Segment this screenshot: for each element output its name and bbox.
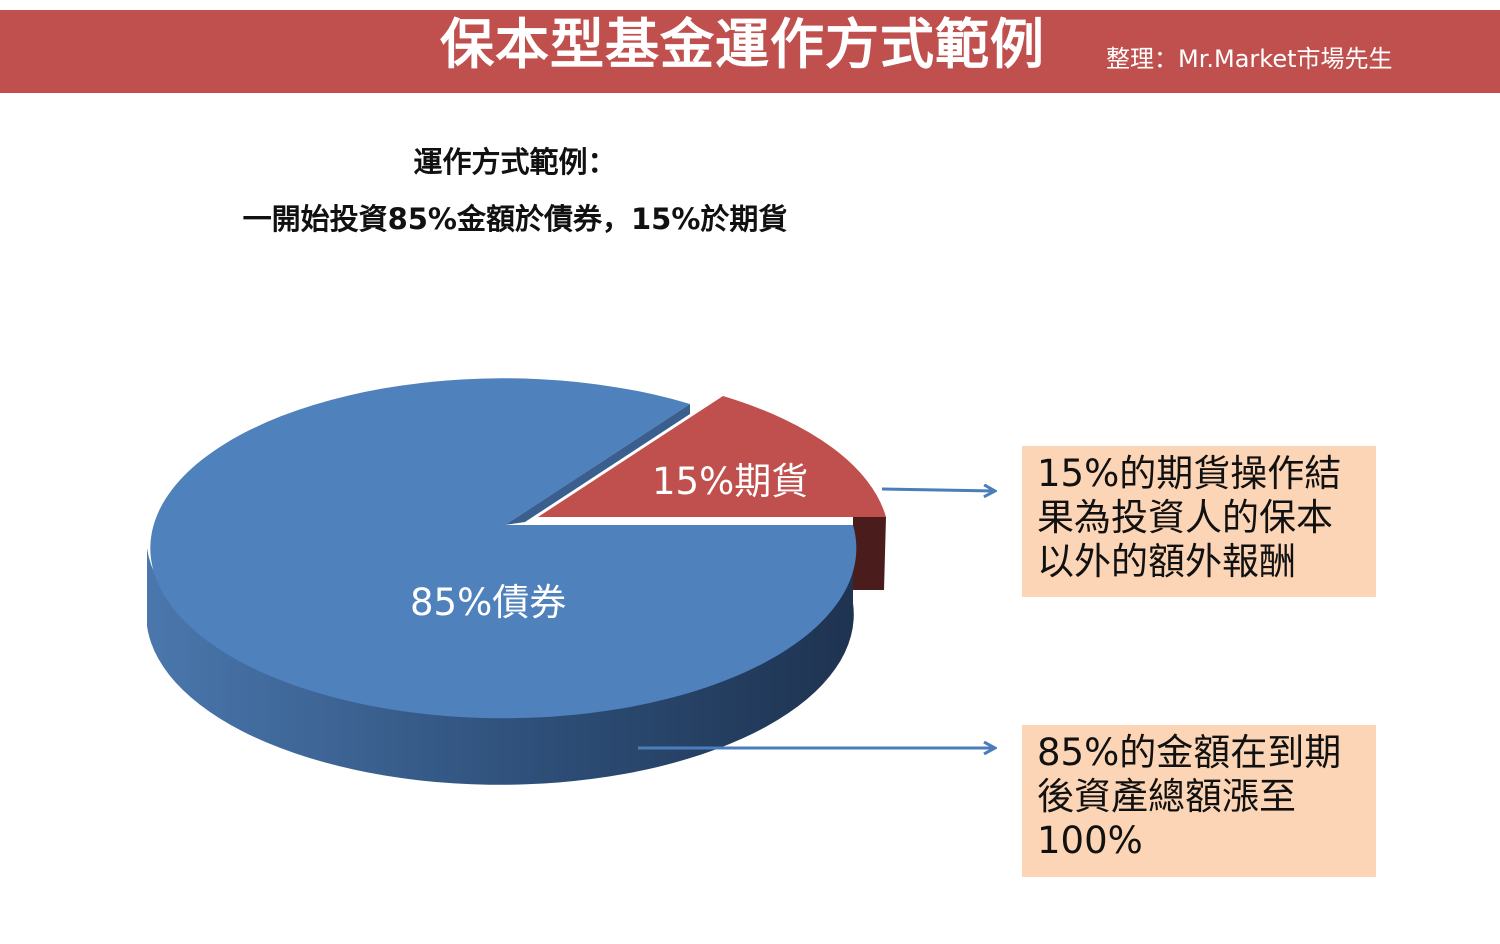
bonds-note: 85%的金額在到期 後資產總額漲至 100% [1022, 725, 1376, 877]
bond-slice-label: 85%債券 [410, 581, 566, 624]
bond-slice [150, 378, 857, 719]
futures-slice [538, 396, 886, 517]
title-bar [0, 10, 1500, 93]
credit-text: 整理：Mr.Market市場先生 [1106, 45, 1393, 73]
futures-arrow [881, 489, 995, 491]
page-title: 保本型基金運作方式範例 [440, 13, 1045, 76]
bond-slice-side [147, 525, 854, 785]
bond-slice-inner-wall [505, 404, 690, 525]
subtitle-line-2: 一開始投資85%金額於債券，15%於期貨 [242, 202, 788, 236]
futures-slice-label: 15%期貨 [652, 460, 808, 503]
futures-slice-side [853, 517, 886, 590]
subtitle-line-1: 運作方式範例： [413, 145, 617, 179]
futures-note: 15%的期貨操作結 果為投資人的保本 以外的額外報酬 [1022, 446, 1376, 597]
